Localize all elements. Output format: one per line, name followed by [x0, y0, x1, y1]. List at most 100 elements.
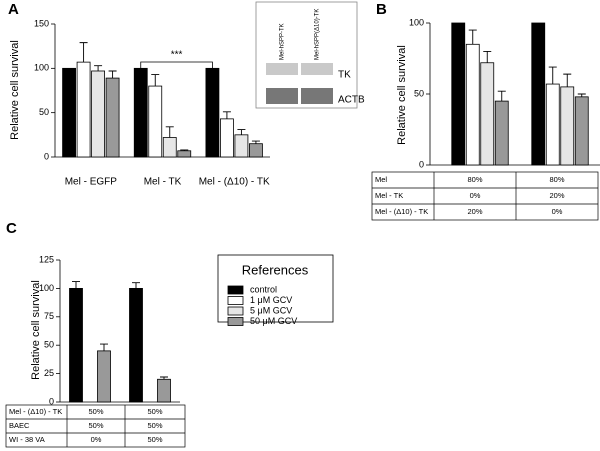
- table-cell: 80%: [467, 175, 482, 184]
- table-cell: 20%: [549, 191, 564, 200]
- error-bar: [72, 281, 80, 289]
- bar: [451, 22, 466, 166]
- error-bar: [237, 129, 246, 135]
- bar: [560, 86, 575, 166]
- bar: [249, 143, 263, 158]
- bar: [69, 287, 83, 403]
- table-cell: 20%: [467, 207, 482, 216]
- table-cell: Mel: [375, 175, 387, 184]
- table-cell: 80%: [549, 175, 564, 184]
- bar: [148, 85, 163, 158]
- error-bar: [94, 65, 103, 71]
- table-border: [5, 404, 186, 448]
- inset-row-label: TK: [338, 70, 351, 81]
- bar: [494, 100, 509, 166]
- y-axis-label: Relative cell survival: [396, 45, 408, 145]
- significance-label: ***: [171, 50, 183, 61]
- inset-column-label: Mel-hSPP(Δ10)-TK: [315, 9, 321, 60]
- y-tick-label: 25: [44, 368, 54, 378]
- table-cell: 0%: [470, 191, 481, 200]
- panel-letter: B: [376, 1, 387, 18]
- bar: [545, 83, 560, 166]
- error-bar: [151, 74, 160, 87]
- panel-letter: A: [8, 1, 19, 18]
- y-axis-label: Relative cell survival: [30, 280, 42, 380]
- legend-label: 50 μM GCV: [250, 316, 297, 326]
- x-tick-label: Mel - EGFP: [65, 177, 118, 188]
- legend-swatch: [227, 317, 244, 326]
- legend-label: 1 μM GCV: [250, 295, 292, 305]
- table-cell: 50%: [88, 407, 103, 416]
- bar: [105, 77, 120, 158]
- bar: [91, 70, 105, 158]
- bar: [76, 61, 91, 158]
- inset-row-label: ACTB: [338, 95, 365, 106]
- y-tick-label: 0: [419, 159, 424, 169]
- table-cell: WI - 38 VA: [9, 435, 45, 444]
- legend-label: 5 μM GCV: [250, 305, 292, 315]
- blot-lane: [266, 88, 298, 104]
- bar: [129, 287, 143, 403]
- error-bar: [222, 111, 231, 119]
- error-bar: [563, 73, 572, 87]
- table-cell: Mel - TK: [375, 191, 403, 200]
- table-cell: 0%: [552, 207, 563, 216]
- y-tick-label: 50: [414, 88, 424, 98]
- y-tick-label: 50: [39, 107, 49, 117]
- table-cell: 50%: [147, 435, 162, 444]
- table-cell: 50%: [88, 421, 103, 430]
- legend-swatch: [227, 296, 244, 305]
- error-bar: [497, 90, 506, 102]
- y-tick-label: 125: [39, 254, 54, 264]
- blot-lane: [301, 63, 333, 75]
- error-bar: [165, 126, 174, 138]
- legend-swatch: [227, 306, 244, 316]
- bar: [97, 350, 111, 403]
- table-cell: BAEC: [9, 421, 30, 430]
- bar: [220, 118, 234, 158]
- error-bar: [251, 140, 260, 144]
- blot-lane: [301, 88, 333, 104]
- legend-label: control: [250, 284, 277, 294]
- x-tick-label: Mel - TK: [144, 177, 182, 188]
- blot-lane: [266, 63, 298, 75]
- error-bar: [132, 282, 140, 289]
- y-tick-label: 75: [44, 311, 54, 321]
- table-cell: 50%: [147, 421, 162, 430]
- bar: [531, 22, 546, 166]
- legend-title: References: [242, 262, 309, 277]
- legend-swatch: [227, 285, 244, 295]
- bar: [574, 96, 589, 166]
- bar: [62, 67, 76, 158]
- error-bar: [108, 70, 117, 79]
- bar: [157, 378, 171, 403]
- inset-column-label: Mel-hSPP-TK: [280, 23, 286, 60]
- bar: [177, 150, 192, 158]
- error-bar: [468, 29, 477, 45]
- y-tick-label: 0: [44, 151, 49, 161]
- bar: [480, 62, 495, 166]
- error-bar: [79, 42, 88, 63]
- bar: [205, 67, 220, 158]
- y-tick-label: 50: [44, 340, 54, 350]
- y-tick-label: 100: [34, 63, 49, 73]
- table-cell: 50%: [147, 407, 162, 416]
- table-cell: Mel - (Δ10) - TK: [9, 407, 62, 416]
- y-axis-label: Relative cell survival: [9, 40, 21, 140]
- y-tick-label: 100: [409, 17, 424, 27]
- bar: [133, 67, 148, 158]
- y-tick-label: 100: [39, 283, 54, 293]
- table-border: [371, 171, 599, 221]
- error-bar: [548, 66, 557, 85]
- bar: [162, 137, 177, 158]
- table-cell: Mel - (Δ10) - TK: [375, 207, 428, 216]
- error-bar: [483, 50, 492, 63]
- significance-bracket: [140, 61, 213, 68]
- bar: [465, 43, 480, 166]
- y-tick-label: 150: [34, 18, 49, 28]
- error-bar: [577, 93, 586, 97]
- panel-letter: C: [6, 220, 17, 237]
- table-cell: 0%: [91, 435, 102, 444]
- bar: [234, 134, 249, 158]
